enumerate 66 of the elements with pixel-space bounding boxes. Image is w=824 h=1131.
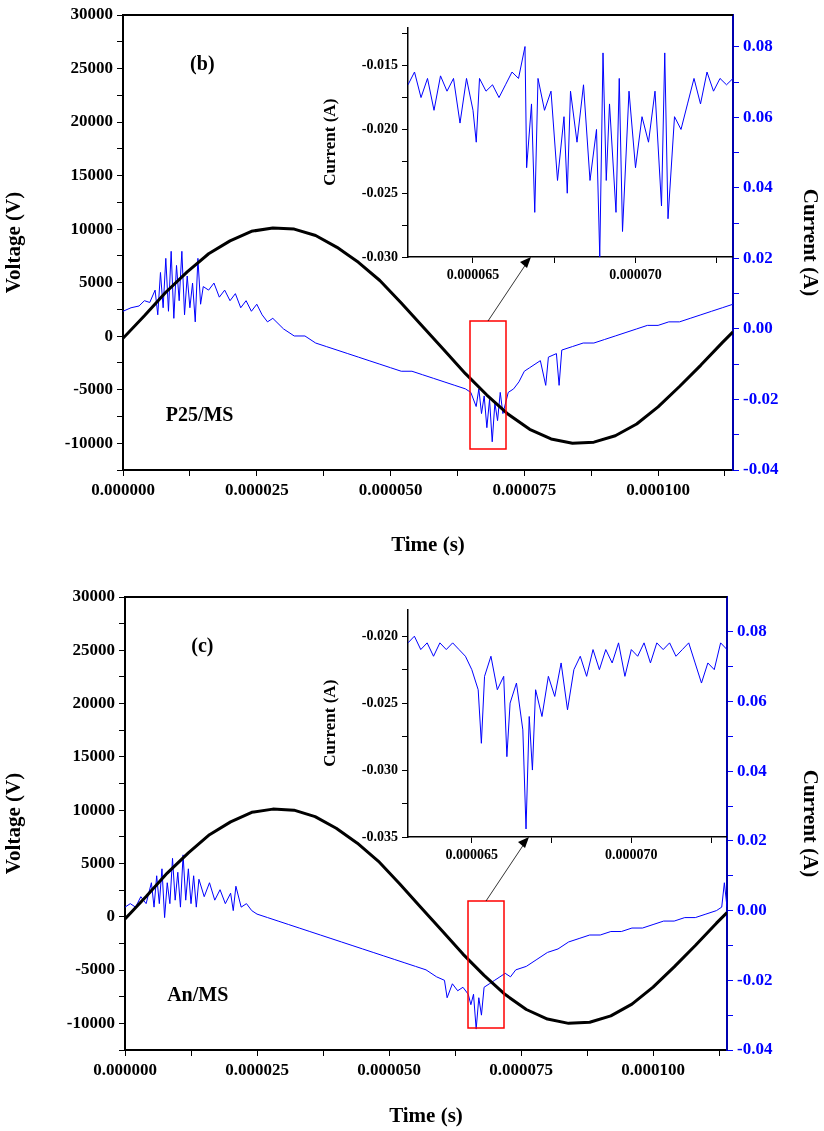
y2-axis-title: Current (A) [798,188,823,297]
y-tick-label: 10000 [72,799,115,819]
y-axis-title: Current (A) [319,98,339,186]
y-tick-label: 0 [106,906,115,926]
y-tick-label: 5000 [79,272,113,292]
y-tick-label: -0.030 [361,248,398,264]
y-tick-label: 20000 [72,692,115,712]
x-tick-label: 0.000070 [605,847,658,863]
y-tick-label: -10000 [66,1012,115,1032]
y2-tick-label: 0.00 [743,318,773,338]
y-tick-label: 10000 [70,218,113,238]
x-tick-label: 0.000100 [626,479,690,499]
annotation: (c) [191,634,214,657]
y-tick-label: -0.020 [361,121,398,137]
y2-tick-label: 0.04 [743,177,774,197]
y-tick-label: 25000 [70,57,113,77]
y-axis-title: Voltage (V) [1,772,26,875]
x-tick-label: 0.000070 [609,267,662,283]
y-tick-label: -0.025 [361,184,398,200]
x-tick-label: 0.000075 [489,1059,553,1079]
y2-tick-label: 0.02 [737,830,767,850]
annotation: P25/MS [165,402,234,425]
y-tick-label: -0.035 [361,828,398,844]
y2-tick-label: -0.02 [737,969,773,989]
y2-tick-label: -0.04 [743,459,779,479]
y2-tick-label: 0.06 [743,106,773,126]
x-tick-label: 0.000000 [91,479,155,499]
annotation: An/MS [167,982,229,1005]
y2-axis-title: Current (A) [798,769,823,878]
y-tick-label: -0.015 [361,57,398,73]
y-tick-label: -0.030 [361,761,398,777]
y2-tick-label: 0.08 [737,621,767,641]
y-tick-label: 15000 [72,746,115,766]
y-tick-label: 15000 [70,164,113,184]
y-tick-label: -5000 [73,379,113,399]
y-tick-label: -0.025 [361,694,398,710]
x-tick-label: 0.000065 [446,267,500,283]
y2-tick-label: 0.02 [743,247,773,267]
y2-tick-label: -0.02 [743,388,779,408]
x-tick-label: 0.000050 [358,479,423,499]
x-tick-label: 0.000025 [225,1059,289,1079]
y2-tick-label: -0.04 [737,1039,773,1059]
y-axis-title: Current (A) [319,679,339,767]
x-tick-label: 0.000075 [492,479,557,499]
annotation: (b) [190,52,215,76]
y-tick-label: 30000 [70,4,113,24]
y-tick-label: 20000 [70,111,113,131]
x-tick-label: 0.000025 [224,479,289,499]
y-tick-label: 0 [104,325,113,345]
x-axis-title: Time (s) [391,531,465,556]
y-tick-label: 5000 [81,852,115,872]
y2-tick-label: 0.08 [743,36,773,56]
x-tick-label: 0.000000 [93,1059,157,1079]
x-tick-label: 0.000100 [621,1059,685,1079]
y-tick-label: -0.020 [361,627,398,643]
y-axis-title: Voltage (V) [1,191,26,294]
y2-tick-label: 0.04 [737,760,768,780]
y2-tick-label: 0.00 [737,900,767,920]
y-tick-label: 25000 [72,639,115,659]
y-tick-label: -10000 [64,432,113,452]
x-tick-label: 0.000065 [445,847,499,863]
y-tick-label: -5000 [75,959,115,979]
x-axis-title: Time (s) [389,1102,463,1127]
y2-tick-label: 0.06 [737,690,767,710]
y-tick-label: 30000 [72,586,115,606]
x-tick-label: 0.000050 [357,1059,421,1079]
